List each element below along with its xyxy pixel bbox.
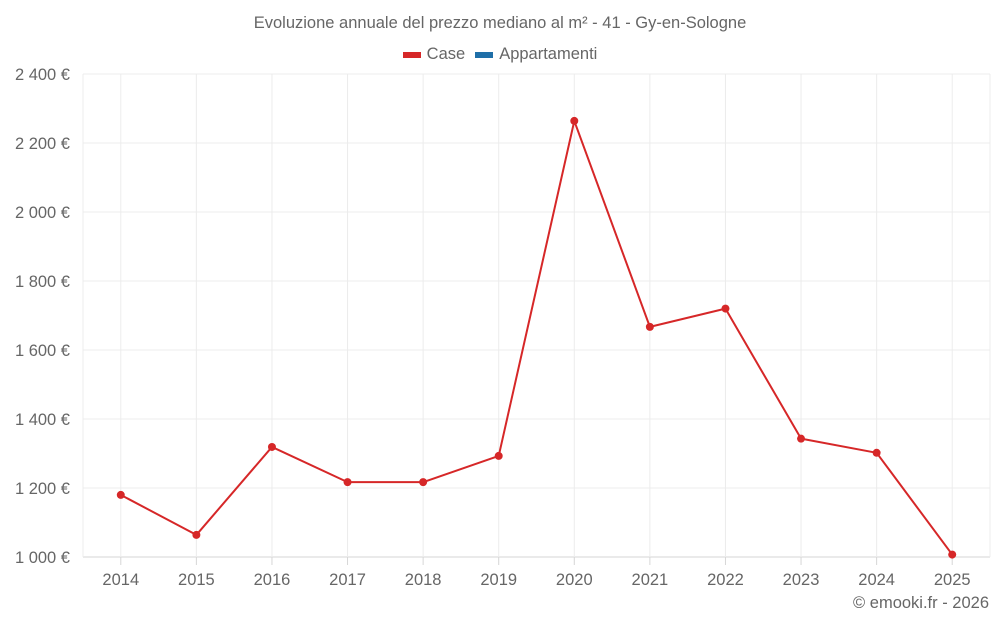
x-tick-label: 2023 bbox=[783, 571, 820, 589]
y-tick-label: 1 200 € bbox=[15, 480, 70, 498]
data-point[interactable] bbox=[419, 478, 428, 487]
x-tick-label: 2014 bbox=[102, 571, 139, 589]
data-point[interactable] bbox=[192, 530, 201, 539]
y-tick-label: 1 400 € bbox=[15, 411, 70, 429]
x-tick-label: 2016 bbox=[254, 571, 291, 589]
x-tick-label: 2025 bbox=[934, 571, 971, 589]
data-point[interactable] bbox=[494, 451, 503, 460]
y-tick-label: 2 200 € bbox=[15, 135, 70, 153]
legend-item-appartamenti[interactable]: Appartamenti bbox=[475, 45, 597, 64]
x-tick-label: 2017 bbox=[329, 571, 366, 589]
data-point[interactable] bbox=[797, 434, 806, 443]
y-tick-label: 1 800 € bbox=[15, 273, 70, 291]
x-tick-label: 2015 bbox=[178, 571, 215, 589]
series-case bbox=[116, 116, 957, 559]
series-line bbox=[120, 119, 954, 556]
legend-item-case[interactable]: Case bbox=[402, 45, 466, 64]
grid bbox=[82, 73, 991, 558]
credit-text: © emooki.fr - 2026 bbox=[853, 594, 989, 612]
data-point[interactable] bbox=[267, 442, 276, 451]
x-tick-label: 2018 bbox=[405, 571, 442, 589]
x-tick-label: 2020 bbox=[556, 571, 593, 589]
x-tick-label: 2022 bbox=[707, 571, 744, 589]
data-point[interactable] bbox=[645, 322, 654, 331]
y-axis: 1 000 € 1 200 € 1 400 € 1 600 € 1 800 € 2 000… bbox=[15, 66, 70, 567]
data-point[interactable] bbox=[948, 550, 957, 559]
chart-title: Evoluzione annuale del prezzo mediano al… bbox=[253, 14, 747, 32]
legend-swatch-case bbox=[402, 51, 421, 58]
y-tick-label: 1 000 € bbox=[15, 549, 70, 567]
x-axis: 2014 2015 2016 2017 2018 2019 2020 2021 2022 2023… bbox=[102, 557, 971, 589]
data-point[interactable] bbox=[721, 304, 730, 313]
data-point[interactable] bbox=[343, 478, 352, 487]
x-tick-label: 2021 bbox=[632, 571, 669, 589]
y-tick-label: 2 000 € bbox=[15, 204, 70, 222]
legend-label-case: Case bbox=[426, 45, 466, 63]
data-point[interactable] bbox=[872, 448, 881, 457]
y-tick-label: 2 400 € bbox=[15, 66, 70, 84]
legend-swatch-appartamenti bbox=[475, 51, 494, 58]
x-tick-label: 2019 bbox=[480, 571, 517, 589]
data-point[interactable] bbox=[116, 490, 125, 499]
data-point[interactable] bbox=[570, 116, 579, 125]
legend-label-appartamenti: Appartamenti bbox=[499, 45, 598, 63]
y-tick-label: 1 600 € bbox=[15, 342, 70, 360]
legend: Case Appartamenti bbox=[0, 45, 1000, 64]
x-tick-label: 2024 bbox=[858, 571, 895, 589]
